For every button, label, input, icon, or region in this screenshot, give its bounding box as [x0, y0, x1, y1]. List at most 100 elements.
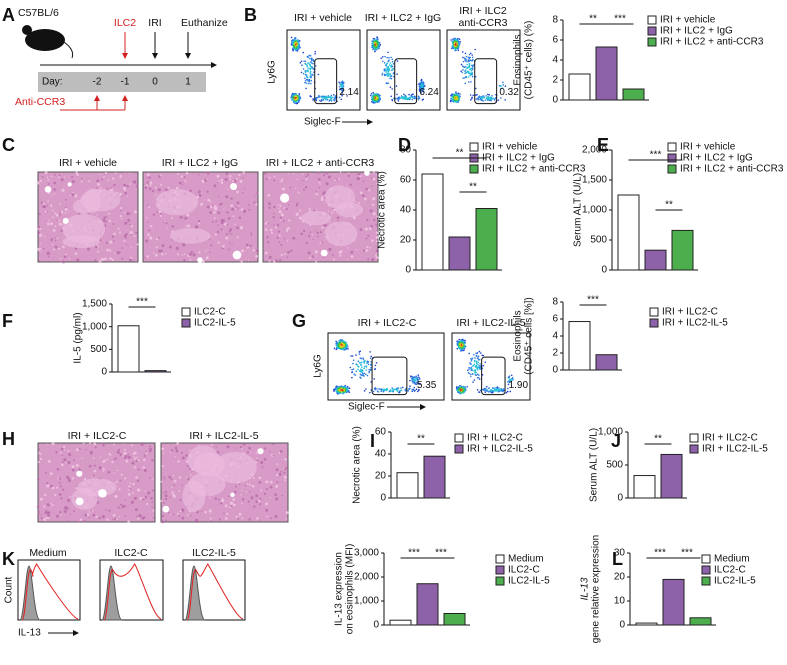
tissue-texture — [114, 457, 117, 460]
flow-event — [381, 72, 384, 75]
flow-event — [413, 381, 416, 384]
tissue-texture — [114, 495, 117, 498]
tissue-texture — [301, 173, 304, 175]
y-tick-label: 4 — [552, 55, 558, 66]
legend-swatch — [701, 554, 711, 564]
tissue-texture — [242, 177, 244, 179]
panel-label: A — [2, 5, 15, 25]
tissue-texture — [188, 467, 191, 470]
tissue-texture — [260, 489, 263, 492]
tissue-texture — [128, 183, 131, 186]
tissue-texture — [108, 212, 111, 215]
flow-event — [457, 92, 460, 95]
tissue-texture — [147, 206, 151, 209]
flow-event — [304, 60, 307, 63]
tissue-texture — [60, 497, 63, 500]
tissue-texture — [370, 224, 374, 228]
tissue-texture — [124, 191, 127, 195]
tissue-texture — [160, 499, 163, 503]
tissue-texture — [39, 452, 42, 455]
tissue-texture — [123, 186, 127, 190]
flow-event — [293, 37, 296, 39]
flow-event — [359, 370, 362, 373]
tissue-texture — [67, 520, 70, 523]
flow-event — [295, 96, 297, 99]
tissue-texture — [268, 260, 271, 263]
tissue-texture — [142, 466, 146, 469]
flow-event — [370, 98, 373, 101]
mouse-strain: C57BL/6 — [18, 7, 59, 19]
tissue-texture — [269, 228, 273, 232]
tissue-texture — [63, 509, 67, 513]
flow-event — [465, 59, 467, 61]
flow-event — [373, 45, 376, 47]
tissue-texture — [103, 459, 106, 463]
tissue-texture — [200, 192, 202, 194]
flow-event — [498, 84, 501, 87]
y-tick-label: 20 — [375, 471, 387, 482]
panel-label: I — [370, 431, 375, 451]
tissue-texture — [145, 184, 148, 187]
flow-event — [340, 343, 342, 346]
flow-event — [414, 95, 416, 98]
tissue-texture — [338, 177, 341, 180]
tissue-texture — [50, 502, 52, 505]
tissue-texture — [334, 179, 336, 182]
flow-event — [379, 43, 382, 46]
tissue-texture — [152, 213, 155, 216]
tissue-texture — [101, 515, 105, 519]
tissue-texture — [159, 214, 163, 217]
tissue-texture — [311, 255, 315, 258]
tissue-texture — [107, 470, 111, 474]
flow-event — [471, 357, 474, 360]
tissue-texture — [276, 223, 280, 227]
legend-swatch — [469, 164, 479, 174]
flow-event — [343, 345, 345, 348]
flow-event — [424, 85, 426, 87]
flow-event — [306, 65, 308, 68]
legend-swatch — [649, 318, 659, 328]
tissue-texture — [194, 225, 199, 229]
flow-event — [363, 360, 366, 363]
tissue-texture — [175, 449, 179, 452]
y-axis-label: on eosinophils (MFI) — [345, 544, 356, 635]
tissue-texture — [258, 476, 262, 480]
flow-event — [491, 387, 494, 389]
flow-event — [409, 98, 411, 101]
flow-event — [372, 101, 375, 104]
tissue-texture — [37, 231, 40, 235]
tissue-texture — [247, 259, 250, 261]
flow-event — [376, 388, 378, 390]
flow-event — [365, 388, 367, 390]
flow-event — [461, 343, 464, 346]
tissue-texture — [65, 198, 67, 201]
tissue-texture — [60, 210, 64, 214]
histogram-panel-k: Medium ILC2-C ILC2-IL-5 Count IL-13 — [4, 547, 236, 639]
tissue-texture — [75, 463, 79, 467]
tissue-texture — [127, 218, 131, 222]
flow-event — [489, 389, 492, 391]
tissue-texture — [260, 461, 264, 464]
tissue-texture — [160, 183, 163, 186]
flow-event — [413, 378, 416, 381]
flow-event — [395, 388, 398, 391]
tissue-texture — [216, 181, 219, 184]
flow-event — [473, 363, 476, 366]
tissue-texture — [43, 247, 45, 250]
tissue-texture — [121, 257, 124, 260]
tissue-texture — [161, 464, 164, 468]
tissue-texture — [102, 247, 105, 249]
tissue-texture — [281, 495, 284, 497]
flow-event — [395, 85, 398, 87]
flow-event — [318, 94, 320, 97]
flow-event — [362, 358, 365, 361]
flow-event — [461, 345, 463, 348]
tissue-texture — [64, 212, 67, 214]
tissue-texture — [228, 230, 231, 233]
plot-title: IRI + ILC2 + IgG — [365, 12, 441, 24]
tissue-texture — [63, 176, 66, 179]
tissue-texture — [61, 464, 63, 466]
flow-event — [510, 374, 513, 377]
tissue-texture — [182, 511, 184, 513]
flow-event — [511, 379, 513, 381]
